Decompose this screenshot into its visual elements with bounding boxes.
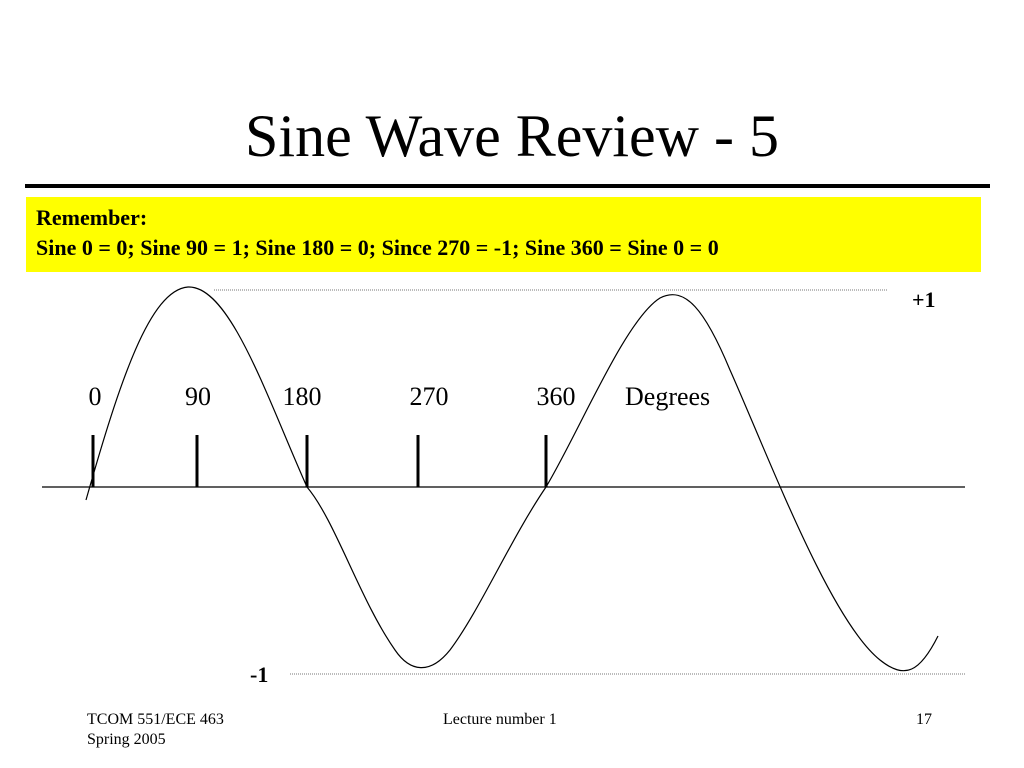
footer-course-info: TCOM 551/ECE 463 Spring 2005 [87, 710, 224, 750]
callout-heading: Remember: [36, 205, 148, 230]
footer-lecture: Lecture number 1 [443, 711, 557, 728]
sine-wave-curve [85, 286, 939, 672]
remember-callout: Remember: Sine 0 = 0; Sine 90 = 1; Sine … [26, 197, 981, 272]
footer-page-number: 17 [916, 711, 932, 728]
slide-title: Sine Wave Review - 5 [245, 103, 779, 169]
min-value-label: -1 [250, 662, 268, 687]
axis-unit-label: Degrees [625, 382, 710, 411]
tick-label-270: 270 [410, 382, 449, 411]
callout-text: Sine 0 = 0; Sine 90 = 1; Sine 180 = 0; S… [36, 235, 719, 260]
tick-label-360: 360 [537, 382, 576, 411]
footer-course: TCOM 551/ECE 463 [87, 711, 224, 728]
max-value-label: +1 [912, 287, 936, 312]
footer-term: Spring 2005 [87, 731, 166, 748]
tick-label-180: 180 [283, 382, 322, 411]
title-underline [25, 184, 990, 188]
tick-label-0: 0 [89, 382, 102, 411]
tick-label-90: 90 [185, 382, 211, 411]
